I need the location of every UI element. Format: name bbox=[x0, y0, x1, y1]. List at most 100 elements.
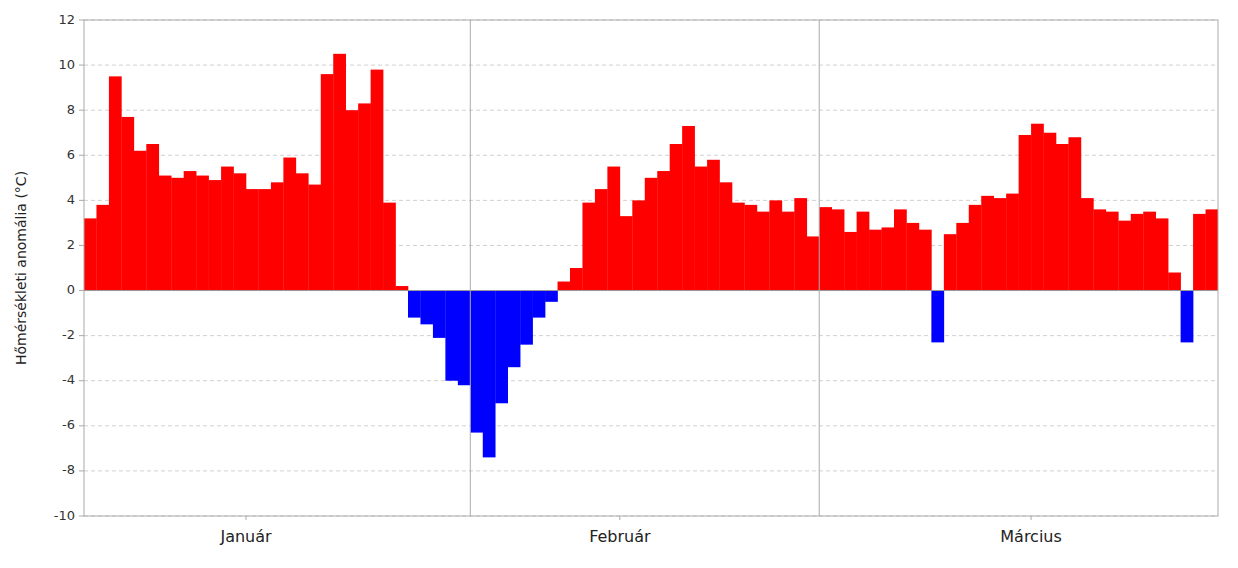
y-tick bbox=[79, 65, 84, 66]
bar bbox=[1006, 194, 1019, 291]
bar bbox=[1019, 135, 1032, 291]
bar bbox=[782, 212, 795, 291]
bar bbox=[944, 234, 957, 290]
bar bbox=[433, 291, 446, 338]
bar bbox=[670, 144, 683, 291]
bar bbox=[234, 173, 247, 290]
bar bbox=[558, 282, 571, 291]
bar bbox=[121, 117, 134, 291]
y-axis: -10-8-6-4-2024681012 bbox=[54, 12, 84, 523]
bar bbox=[84, 218, 97, 290]
y-tick bbox=[79, 20, 84, 21]
bar bbox=[794, 198, 807, 290]
bar bbox=[358, 103, 371, 290]
bar bbox=[483, 291, 496, 458]
bar bbox=[258, 189, 271, 290]
bar bbox=[757, 212, 770, 291]
bar bbox=[1044, 133, 1057, 291]
grid bbox=[84, 20, 1218, 516]
grid-line bbox=[84, 290, 1218, 291]
y-tick-label: 2 bbox=[67, 237, 75, 252]
bar bbox=[807, 236, 820, 290]
bar bbox=[420, 291, 433, 325]
bar bbox=[134, 151, 147, 291]
y-tick-label: -4 bbox=[62, 372, 75, 387]
bar bbox=[857, 212, 870, 291]
bar bbox=[308, 185, 321, 291]
separator bbox=[470, 20, 471, 516]
y-tick-label: 8 bbox=[67, 102, 75, 117]
bar bbox=[620, 216, 633, 290]
y-tick bbox=[79, 335, 84, 336]
bar bbox=[246, 189, 259, 290]
separator bbox=[819, 20, 820, 516]
bar bbox=[632, 200, 645, 290]
x-tick-label: Március bbox=[1000, 527, 1062, 546]
bar bbox=[894, 209, 907, 290]
bar bbox=[969, 205, 982, 291]
y-tick bbox=[79, 380, 84, 381]
y-tick bbox=[79, 110, 84, 111]
bar bbox=[408, 291, 421, 318]
x-tick bbox=[1031, 516, 1032, 520]
bar bbox=[582, 203, 595, 291]
y-tick-label: -6 bbox=[62, 417, 75, 432]
bar bbox=[657, 171, 670, 290]
bar bbox=[1156, 218, 1169, 290]
grid-line bbox=[84, 110, 1218, 111]
bar bbox=[1143, 212, 1156, 291]
bar bbox=[1081, 198, 1094, 290]
bar bbox=[283, 158, 296, 291]
y-tick-label: 10 bbox=[58, 57, 75, 72]
bar bbox=[545, 291, 558, 302]
bar bbox=[645, 178, 658, 291]
x-tick-label: Február bbox=[589, 527, 651, 546]
grid-line bbox=[84, 470, 1218, 471]
bar bbox=[520, 291, 533, 345]
bar bbox=[1131, 214, 1144, 291]
bar bbox=[931, 291, 944, 343]
bar bbox=[296, 173, 309, 290]
x-axis: Január Február Március bbox=[219, 516, 1061, 546]
bar bbox=[1056, 144, 1069, 291]
bar bbox=[720, 182, 733, 290]
y-tick-label: -10 bbox=[54, 508, 75, 523]
bar bbox=[209, 180, 222, 290]
bar bbox=[383, 203, 396, 291]
bar bbox=[396, 286, 409, 291]
y-tick bbox=[79, 470, 84, 471]
bar bbox=[470, 291, 483, 433]
y-tick-label: 0 bbox=[67, 282, 75, 297]
bar bbox=[321, 74, 334, 290]
y-tick-label: -2 bbox=[62, 327, 75, 342]
bar bbox=[1118, 221, 1131, 291]
y-tick-label: 6 bbox=[67, 147, 75, 162]
bar bbox=[906, 223, 919, 291]
y-tick bbox=[79, 290, 84, 291]
bar bbox=[682, 126, 695, 291]
bar bbox=[171, 178, 184, 291]
bar bbox=[844, 232, 857, 291]
bars bbox=[84, 54, 1218, 458]
bar bbox=[445, 291, 458, 381]
bar bbox=[1168, 273, 1181, 291]
grid-line bbox=[84, 425, 1218, 426]
bar bbox=[495, 291, 508, 404]
y-tick-label: 12 bbox=[58, 12, 75, 27]
bar bbox=[956, 223, 969, 291]
bar bbox=[695, 167, 708, 291]
x-tick-label: Január bbox=[219, 527, 272, 546]
bar bbox=[96, 205, 109, 291]
bar bbox=[919, 230, 932, 291]
bar bbox=[533, 291, 546, 318]
bar bbox=[221, 167, 234, 291]
bar bbox=[1106, 212, 1119, 291]
grid-line bbox=[84, 380, 1218, 381]
bar bbox=[1031, 124, 1044, 291]
bar bbox=[371, 70, 384, 291]
bar bbox=[508, 291, 521, 368]
plot-frame bbox=[84, 20, 1218, 516]
bar bbox=[1193, 214, 1206, 291]
bar bbox=[1206, 209, 1218, 290]
bar bbox=[832, 209, 845, 290]
